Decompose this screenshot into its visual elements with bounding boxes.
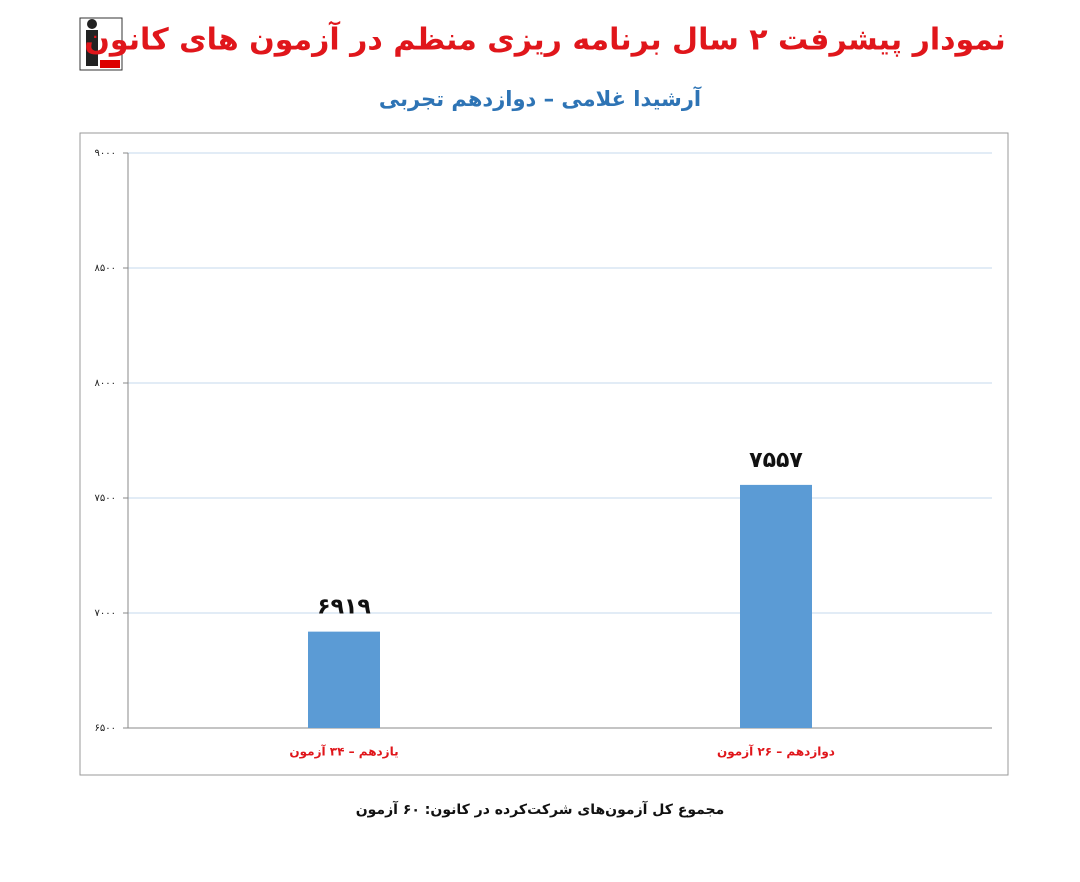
y-tick-label: ۷۰۰۰ [95, 608, 116, 619]
x-tick-label: دوازدهم – ۲۶ آزمون [717, 744, 835, 760]
chart-note: مجموع کل آزمون‌های شرکت‌کرده در کانون: ۶… [356, 800, 725, 818]
logo [79, 17, 123, 71]
y-tick-label: ۸۰۰۰ [95, 378, 116, 389]
y-tick-label: ۶۵۰۰ [95, 723, 116, 734]
y-tick-label: ۹۰۰۰ [95, 148, 116, 159]
y-tick-label: ۷۵۰۰ [95, 493, 116, 504]
bar [740, 484, 812, 728]
data-label: ۶۹۱۹ [317, 595, 371, 620]
chart-frame [79, 132, 1009, 776]
chart-subtitle: آرشیدا غلامی – دوازدهم تجربی [379, 86, 702, 111]
data-label: ۷۵۵۷ [749, 448, 803, 473]
chart-title: نمودار پیشرفت ۲ سال برنامه ریزی منظم در … [84, 21, 1005, 58]
y-tick-label: ۸۵۰۰ [95, 263, 116, 274]
x-tick-label: یازدهم – ۳۴ آزمون [289, 744, 398, 760]
bar [308, 631, 380, 728]
